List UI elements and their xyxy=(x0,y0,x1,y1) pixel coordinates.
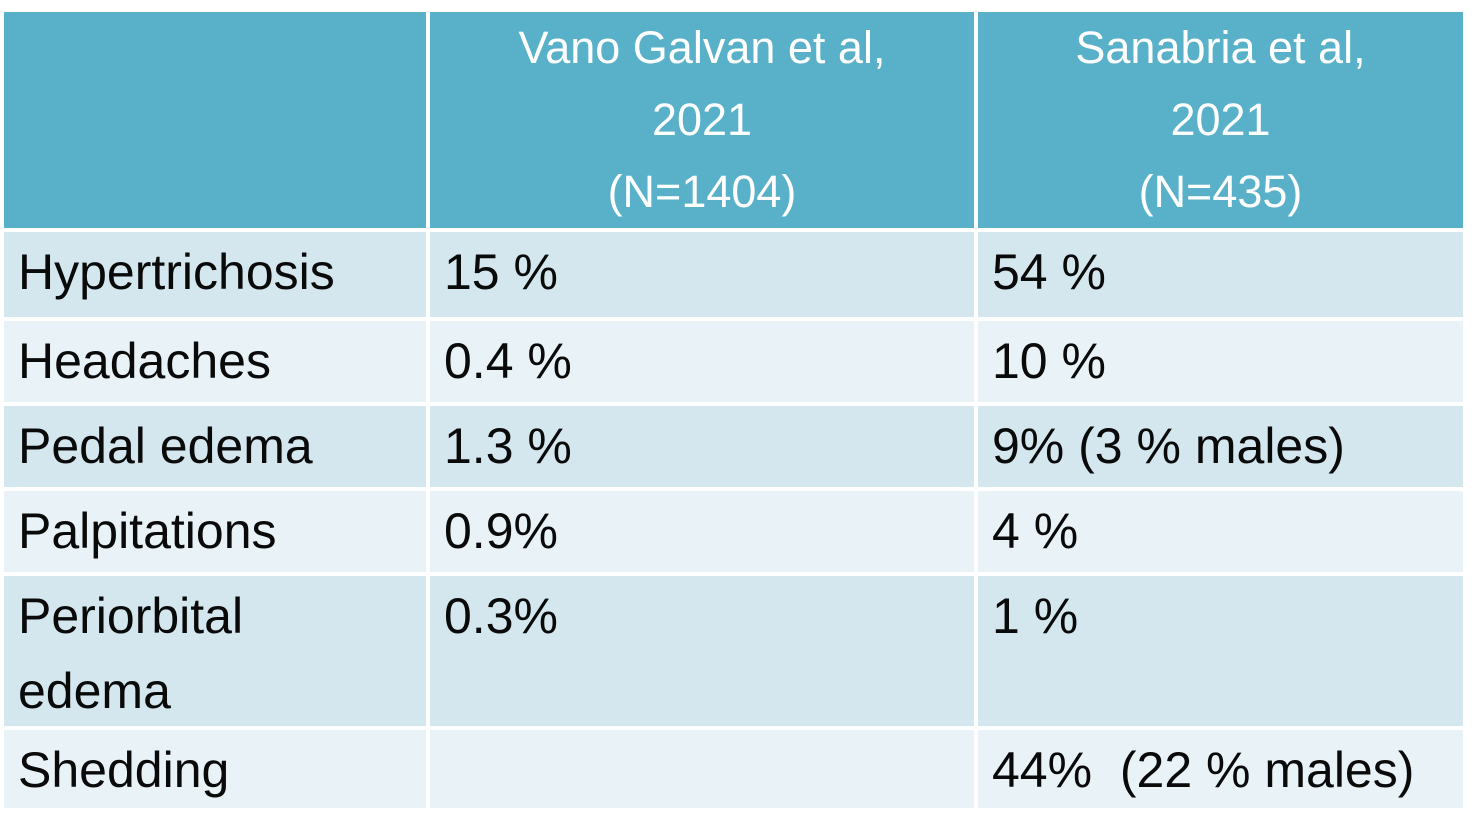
header-cell-study-vano-galvan: Vano Galvan et al, 2021 (N=1404) xyxy=(430,12,974,228)
value-pedal-edema-vano: 1.3 % xyxy=(430,406,974,487)
value-periorbital-edema-vano: 0.3% xyxy=(430,576,974,726)
value-shedding-vano xyxy=(430,730,974,808)
value-hypertrichosis-vano: 15 % xyxy=(430,232,974,317)
adverse-effects-comparison-table: Vano Galvan et al, 2021 (N=1404) Sanabri… xyxy=(4,12,1463,808)
row-label-palpitations: Palpitations xyxy=(4,491,426,572)
value-headaches-vano: 0.4 % xyxy=(430,321,974,402)
row-label-periorbital-edema: Periorbital edema xyxy=(4,576,426,726)
value-palpitations-sanabria: 4 % xyxy=(978,491,1463,572)
value-palpitations-vano: 0.9% xyxy=(430,491,974,572)
value-periorbital-edema-sanabria: 1 % xyxy=(978,576,1463,726)
row-label-hypertrichosis: Hypertrichosis xyxy=(4,232,426,317)
header-cell-empty xyxy=(4,12,426,228)
value-headaches-sanabria: 10 % xyxy=(978,321,1463,402)
row-label-headaches: Headaches xyxy=(4,321,426,402)
value-shedding-sanabria: 44% (22 % males) xyxy=(978,730,1463,808)
value-pedal-edema-sanabria: 9% (3 % males) xyxy=(978,406,1463,487)
value-hypertrichosis-sanabria: 54 % xyxy=(978,232,1463,317)
header-cell-study-sanabria: Sanabria et al, 2021 (N=435) xyxy=(978,12,1463,228)
row-label-shedding: Shedding xyxy=(4,730,426,808)
row-label-pedal-edema: Pedal edema xyxy=(4,406,426,487)
